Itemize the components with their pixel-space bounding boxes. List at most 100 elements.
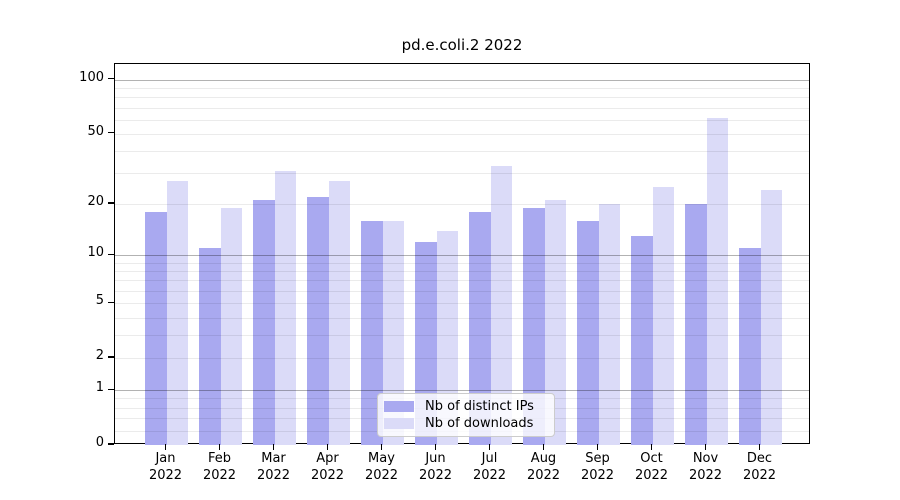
x-tick-mark [272, 444, 275, 450]
x-tick-mark [326, 444, 329, 450]
y-tick-label: 2 [95, 348, 104, 364]
downloads-swatch-icon [384, 418, 414, 430]
x-tick-year-text: 2022 [202, 468, 237, 483]
x-tick-month-text: Dec [746, 451, 773, 466]
bar-jul-distinct-ips [469, 211, 491, 445]
y-tick-mark [108, 132, 114, 134]
gridline-major [115, 255, 809, 257]
x-tick-label-dec: Dec 2022 [730, 450, 790, 484]
x-tick-mark [704, 444, 707, 450]
gridline-minor [115, 173, 809, 175]
bar-may-distinct-ips [361, 220, 383, 445]
bar-jan-distinct-ips [145, 211, 167, 445]
x-tick-month-text: Nov [692, 451, 719, 466]
y-tick-label: 20 [87, 193, 104, 209]
bar-oct-downloads [652, 187, 674, 445]
bar-sep-distinct-ips [577, 220, 599, 445]
gridline-minor [115, 203, 809, 205]
bar-jul-downloads [490, 165, 512, 445]
x-tick-year-text: 2022 [580, 468, 615, 483]
x-tick-year-text: 2022 [742, 468, 777, 483]
plot-area [114, 63, 810, 445]
gridline-major [115, 390, 809, 392]
bar-aug-distinct-ips [523, 207, 545, 445]
gridline-minor [115, 97, 809, 99]
x-tick-month-text: Apr [316, 451, 339, 466]
x-tick-mark [542, 444, 545, 450]
x-tick-label-oct: Oct 2022 [622, 450, 682, 484]
x-tick-month-text: Mar [261, 451, 286, 466]
gridline-minor [115, 303, 809, 305]
y-tick-mark [108, 443, 114, 445]
x-tick-label-jul: Jul 2022 [460, 450, 520, 484]
x-tick-mark [650, 444, 653, 450]
y-tick-mark [108, 301, 114, 303]
x-tick-month-text: Jul [481, 451, 498, 466]
x-tick-year-text: 2022 [688, 468, 723, 483]
bar-sep-downloads [598, 203, 620, 445]
bars-layer [115, 64, 809, 445]
x-tick-label-feb: Feb 2022 [190, 450, 250, 484]
bar-may-downloads [382, 220, 404, 445]
gridline-minor [115, 87, 809, 89]
gridline-minor [115, 317, 809, 319]
distinct-ips-swatch-icon [384, 400, 414, 412]
gridline-minor [115, 262, 809, 264]
gridline-minor [115, 133, 809, 135]
y-tick-mark [108, 202, 114, 204]
bar-dec-downloads [760, 190, 782, 445]
y-tick-mark [108, 356, 114, 358]
bar-mar-distinct-ips [253, 200, 275, 445]
x-tick-mark [596, 444, 599, 450]
y-tick-mark [108, 253, 114, 255]
x-tick-month-text: Jun [425, 451, 446, 466]
x-tick-month-text: May [368, 451, 395, 466]
gridline-minor [115, 150, 809, 152]
x-tick-label-sep: Sep 2022 [568, 450, 628, 484]
x-tick-year-text: 2022 [364, 468, 399, 483]
x-tick-mark [218, 444, 221, 450]
chart-title: pd.e.coli.2 2022 [401, 36, 523, 54]
bar-nov-distinct-ips [685, 203, 707, 445]
y-tick-label: 50 [87, 123, 104, 139]
x-tick-label-may: May 2022 [352, 450, 412, 484]
x-tick-year-text: 2022 [472, 468, 507, 483]
x-tick-year-text: 2022 [148, 468, 183, 483]
bar-apr-distinct-ips [307, 196, 329, 445]
gridline-minor [115, 335, 809, 337]
gridline-minor [115, 290, 809, 292]
bar-oct-distinct-ips [631, 236, 653, 445]
x-tick-label-nov: Nov 2022 [676, 450, 736, 484]
x-tick-month-text: Aug [530, 451, 557, 466]
bar-feb-distinct-ips [199, 248, 221, 445]
x-tick-label-jan: Jan 2022 [136, 450, 196, 484]
x-tick-label-apr: Apr 2022 [298, 450, 358, 484]
legend: Nb of distinct IPs Nb of downloads [377, 393, 555, 437]
gridline-minor [115, 358, 809, 360]
y-tick-label: 1 [95, 380, 104, 396]
x-tick-label-aug: Aug 2022 [514, 450, 574, 484]
x-tick-year-text: 2022 [526, 468, 561, 483]
x-tick-mark [758, 444, 761, 450]
grid-layer [115, 64, 809, 443]
bar-dec-distinct-ips [739, 248, 761, 445]
x-tick-mark [488, 444, 491, 450]
y-tick-label: 100 [79, 69, 104, 85]
x-tick-year-text: 2022 [256, 468, 291, 483]
gridline-minor [115, 271, 809, 273]
x-tick-mark [380, 444, 383, 450]
x-tick-label-jun: Jun 2022 [406, 450, 466, 484]
y-tick-mark [108, 388, 114, 390]
legend-label-downloads: Nb of downloads [425, 416, 534, 432]
bar-feb-downloads [220, 207, 242, 445]
bar-mar-downloads [274, 170, 296, 445]
x-tick-month-text: Jan [155, 451, 176, 466]
y-tick-label: 5 [95, 293, 104, 309]
legend-row-distinct-ips: Nb of distinct IPs [384, 399, 548, 414]
x-tick-year-text: 2022 [634, 468, 669, 483]
y-tick-label: 10 [87, 245, 104, 261]
bar-aug-downloads [544, 200, 566, 445]
x-tick-month-text: Sep [585, 451, 610, 466]
x-tick-mark [164, 444, 167, 450]
